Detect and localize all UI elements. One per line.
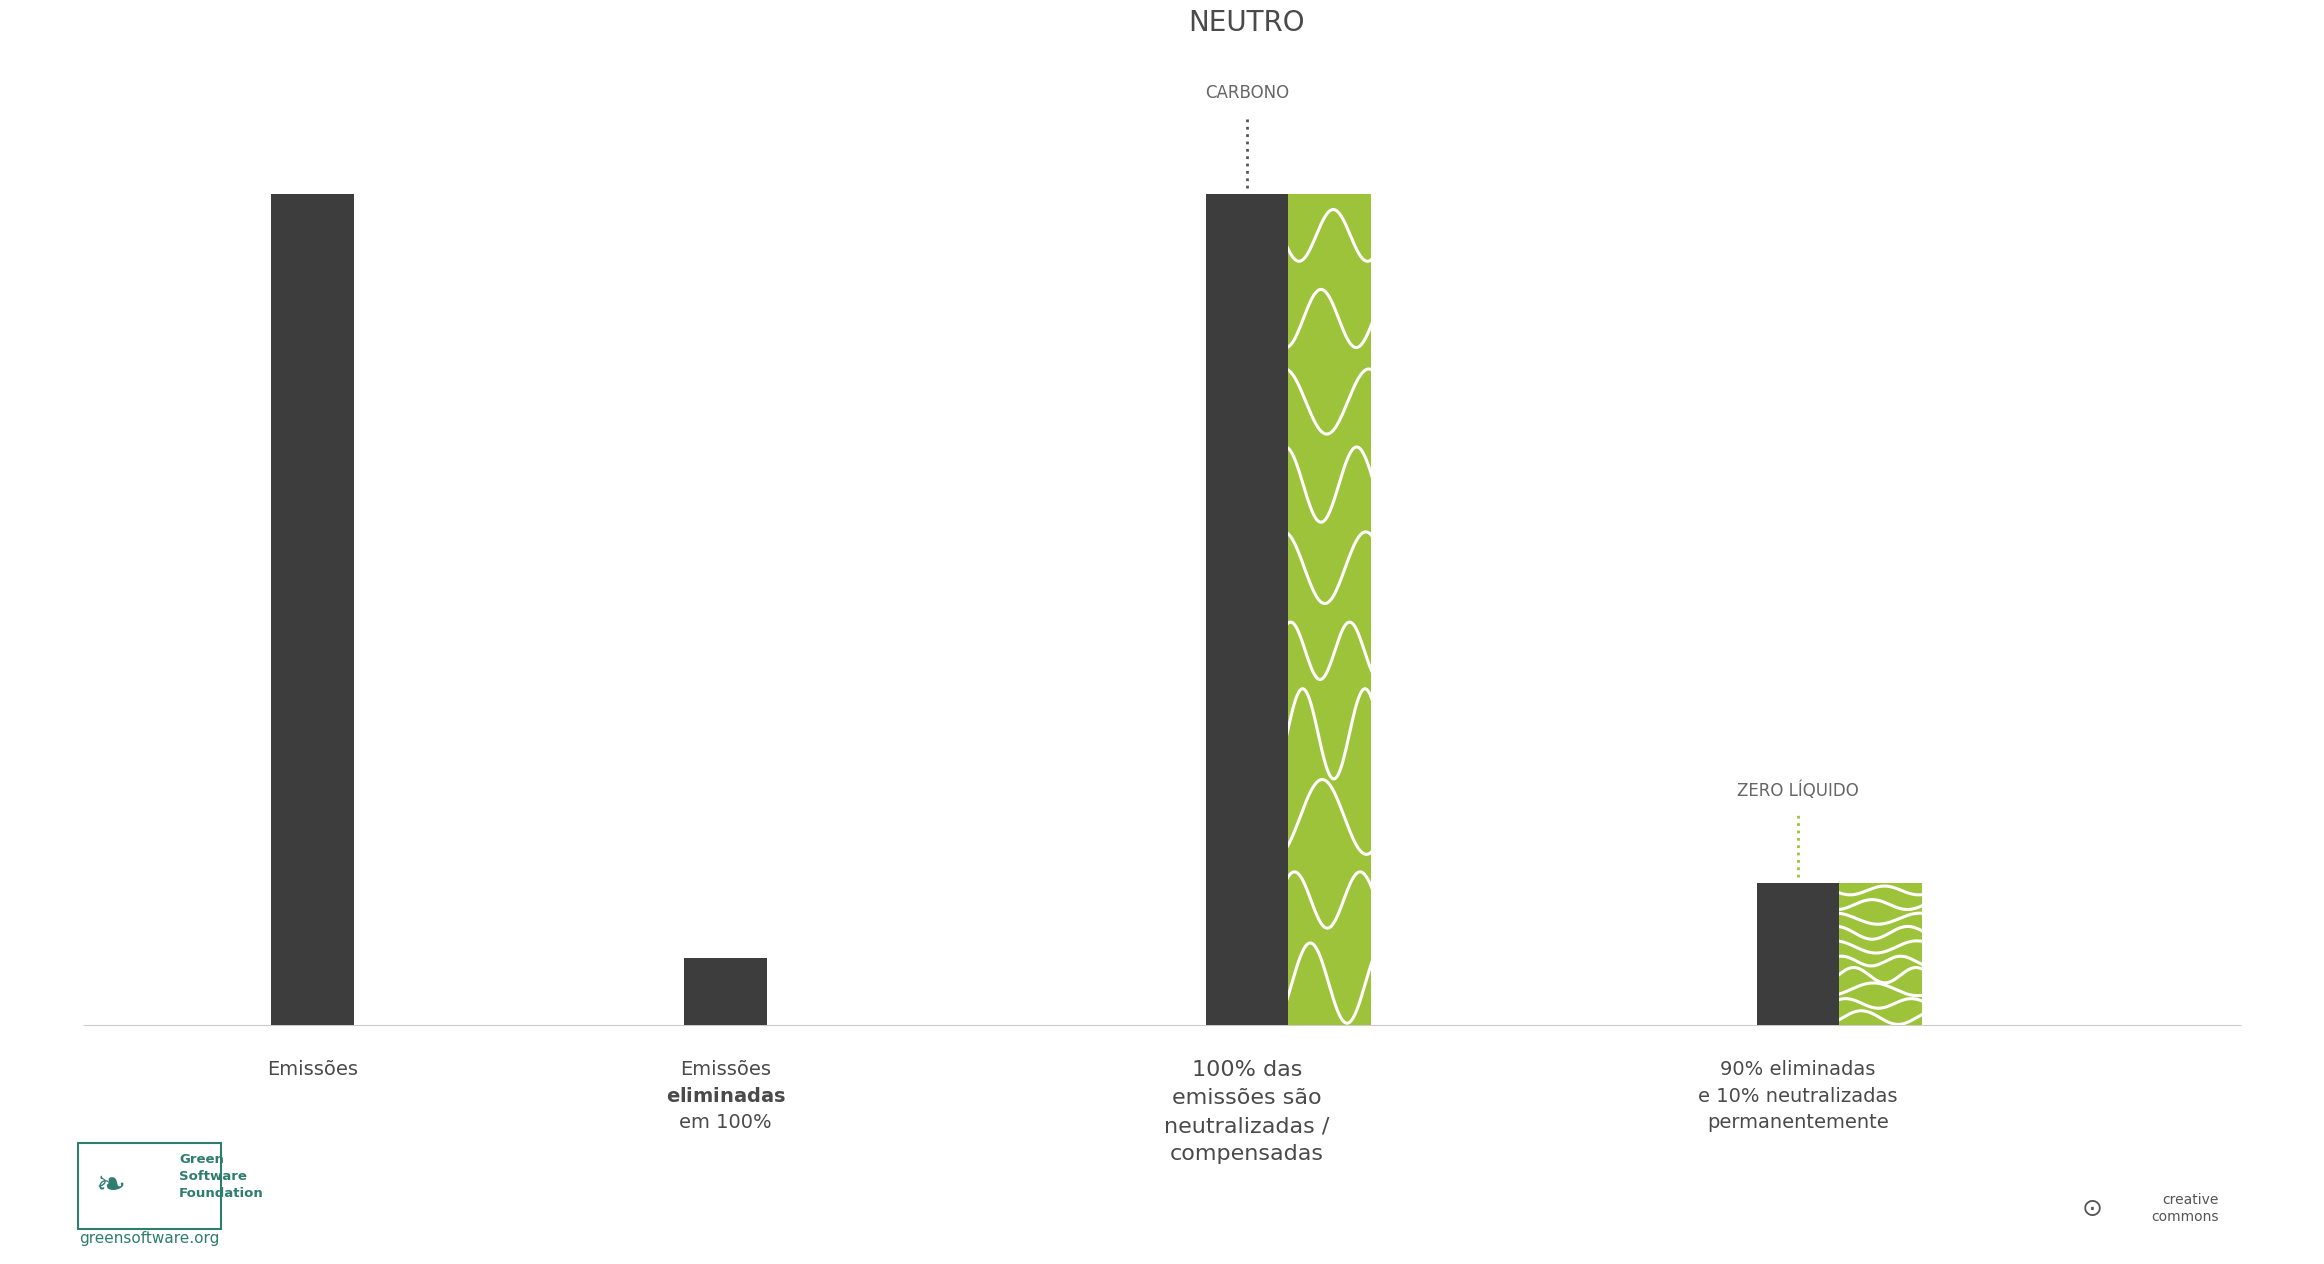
Text: ZERO LÍQUIDO: ZERO LÍQUIDO (1736, 782, 1859, 800)
Bar (79, 1144, 221, 1229)
Text: NEUTRO: NEUTRO (1188, 9, 1306, 37)
Text: ⊙: ⊙ (2082, 1197, 2103, 1221)
Text: Green
Software
Foundation: Green Software Foundation (179, 1153, 265, 1200)
Bar (1206, 193, 1287, 1025)
Bar (1287, 193, 1371, 1025)
Text: Emissões
$\bf{eliminadas}$
em 100%: Emissões $\bf{eliminadas}$ em 100% (665, 1060, 786, 1133)
Text: creative
commons: creative commons (2150, 1193, 2219, 1225)
Bar (272, 193, 353, 1025)
Bar (683, 958, 767, 1025)
Text: 90% eliminadas
e 10% neutralizadas
permanentemente: 90% eliminadas e 10% neutralizadas perma… (1699, 1060, 1899, 1133)
Text: Emissões: Emissões (267, 1060, 358, 1079)
Text: ❧: ❧ (95, 1169, 125, 1203)
Bar (1838, 884, 1922, 1025)
Bar (1757, 884, 1838, 1025)
Text: 100% das
emissões são
neutralizadas /
compensadas: 100% das emissões são neutralizadas / co… (1164, 1060, 1329, 1164)
Text: CARBONO: CARBONO (1204, 85, 1290, 102)
Text: greensoftware.org: greensoftware.org (79, 1231, 218, 1246)
